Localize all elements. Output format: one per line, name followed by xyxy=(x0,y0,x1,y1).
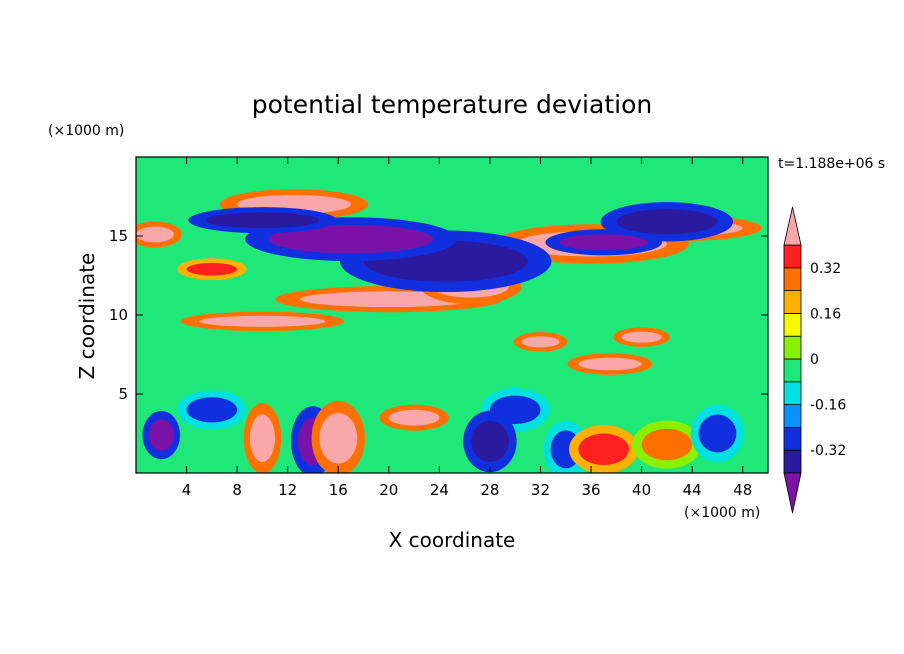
y-tick-label: 15 xyxy=(109,227,128,245)
contour-feature xyxy=(388,409,440,426)
contour-feature xyxy=(698,414,737,453)
contour-feature xyxy=(578,433,629,466)
y-unit-label: (×1000 m) xyxy=(48,123,124,139)
contour-feature xyxy=(205,212,320,229)
colorbar-swatch xyxy=(783,449,802,474)
contour-feature xyxy=(641,428,693,461)
contour-feature xyxy=(578,357,642,371)
contour-feature xyxy=(521,336,560,348)
contour-feature xyxy=(319,412,358,464)
x-axis-label: X coordinate xyxy=(389,528,516,552)
x-tick-label: 44 xyxy=(683,481,702,499)
colorbar-min-triangle xyxy=(783,472,802,514)
chart-title: potential temperature deviation xyxy=(252,90,652,119)
colorbar-tick-label: -0.32 xyxy=(810,443,846,459)
contour-field xyxy=(136,157,768,473)
y-tick-label: 5 xyxy=(118,385,128,403)
colorbar-swatch xyxy=(783,381,802,405)
y-axis-label: Z coordinate xyxy=(75,253,99,380)
contour-feature xyxy=(470,420,509,462)
x-tick-label: 12 xyxy=(278,481,297,499)
contour-feature xyxy=(136,226,174,243)
x-unit-label: (×1000 m) xyxy=(684,505,760,521)
x-tick-label: 24 xyxy=(430,481,449,499)
x-tick-label: 4 xyxy=(182,481,192,499)
x-tick-label: 16 xyxy=(329,481,348,499)
colorbar-swatch xyxy=(783,335,802,360)
colorbar-tick-label: -0.16 xyxy=(810,398,846,414)
contour-feature xyxy=(559,234,648,251)
contour-feature xyxy=(186,262,238,276)
colorbar-tick-label: 0.32 xyxy=(810,261,841,277)
x-tick-label: 40 xyxy=(632,481,651,499)
x-tick-label: 8 xyxy=(232,481,242,499)
contour-feature xyxy=(148,419,174,451)
contour-feature xyxy=(268,224,434,254)
contour-feature xyxy=(616,209,718,235)
y-tick-label: 10 xyxy=(109,306,128,324)
colorbar-swatch xyxy=(783,404,802,428)
colorbar-tick-label: 0.16 xyxy=(810,306,841,322)
colorbar-swatch xyxy=(783,267,802,291)
x-tick-label: 36 xyxy=(581,481,600,499)
colorbar-swatch xyxy=(783,426,802,451)
contour-feature xyxy=(621,331,662,343)
time-label: t=1.188e+06 s xyxy=(778,156,885,172)
x-tick-label: 32 xyxy=(531,481,550,499)
colorbar-swatch xyxy=(783,358,802,383)
colorbar-swatch xyxy=(783,244,802,269)
contour-feature xyxy=(249,414,276,462)
y-axis: 5 10 15 xyxy=(109,227,768,403)
colorbar: 0.32 0.16 0 -0.16 -0.32 xyxy=(783,206,846,514)
contour-feature xyxy=(199,315,326,327)
x-axis: 4 8 12 16 20 24 28 32 36 40 44 48 xyxy=(182,157,752,499)
contour-feature xyxy=(186,397,238,423)
x-tick-label: 28 xyxy=(480,481,499,499)
colorbar-tick-label: 0 xyxy=(810,352,819,368)
colorbar-swatch xyxy=(783,312,802,337)
x-tick-label: 48 xyxy=(733,481,752,499)
x-tick-label: 20 xyxy=(379,481,398,499)
colorbar-swatch xyxy=(783,290,802,314)
colorbar-max-triangle xyxy=(783,206,802,246)
